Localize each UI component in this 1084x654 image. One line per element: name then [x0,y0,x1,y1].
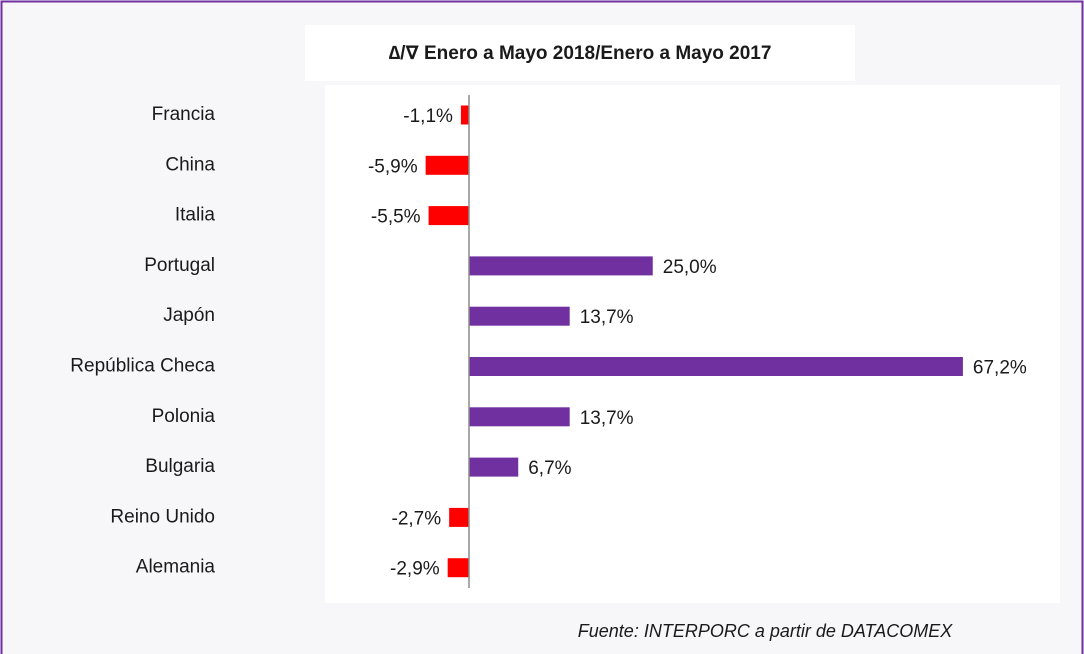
bar [469,256,653,276]
data-label: -2,7% [392,508,442,529]
category-label: Polonia [152,406,216,427]
bar [460,105,469,125]
bar [428,206,469,226]
data-label: -5,9% [368,156,418,177]
category-label: República Checa [70,356,215,377]
bar [469,306,570,326]
chart-title: ∆/∇ Enero a Mayo 2018/Enero a Mayo 2017 [389,43,772,64]
category-label: Italia [175,205,216,226]
bar [447,558,469,578]
category-label: Alemania [136,557,216,578]
title-box [305,25,855,81]
bar [449,507,469,527]
data-label: 67,2% [973,358,1027,379]
category-label: Francia [152,104,216,125]
data-label: 13,7% [580,408,634,429]
bar [425,155,469,175]
bar [469,407,570,427]
category-label: Bulgaria [145,456,215,477]
data-label: -5,5% [371,207,421,228]
data-label: 6,7% [528,458,571,479]
data-label: -1,1% [403,106,453,127]
category-label: Portugal [144,255,215,276]
category-label: Japón [163,305,215,326]
data-label: 13,7% [580,307,634,328]
category-label: China [165,154,215,175]
data-label: 25,0% [663,257,717,278]
bar [469,457,519,477]
category-label: Reino Unido [110,506,215,527]
data-label: -2,9% [390,559,440,580]
bar [469,357,963,376]
source-note: Fuente: INTERPORC a partir de DATACOMEX [578,621,953,641]
